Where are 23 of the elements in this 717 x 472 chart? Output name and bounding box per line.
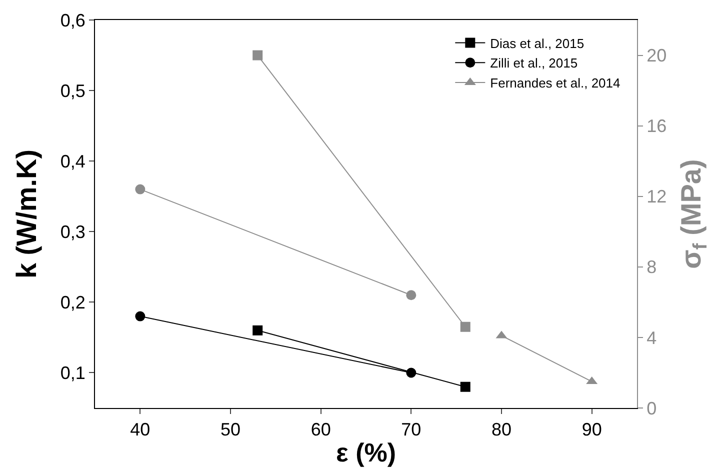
x-axis-title: ε (%) xyxy=(336,437,396,468)
y2-tick-label: 4 xyxy=(646,328,657,348)
y2-tick-label: 12 xyxy=(646,186,667,207)
y-axis-title: k (W/m.K) xyxy=(11,149,42,279)
y-tick-label: 0,5 xyxy=(60,80,86,101)
y2-tick-label: 0 xyxy=(646,398,657,418)
x-tick-label: 70 xyxy=(401,420,422,440)
y-tick-label: 0,1 xyxy=(60,363,86,384)
y-tick-label: 0,3 xyxy=(60,222,86,242)
x-tick-label: 40 xyxy=(130,420,150,440)
y-tick-label: 0,6 xyxy=(60,10,86,30)
x-tick-label: 50 xyxy=(220,420,241,440)
y2-tick-label: 8 xyxy=(646,257,657,278)
y2-tick-label: 16 xyxy=(646,116,667,136)
x-tick-label: 80 xyxy=(491,420,512,440)
legend-label: Dias et al., 2015 xyxy=(490,36,584,51)
y-tick-label: 0,2 xyxy=(60,292,86,312)
legend-label: Fernandes et al., 2014 xyxy=(490,76,620,91)
legend-label: Zilli et al., 2015 xyxy=(490,56,578,71)
y-tick-label: 0,4 xyxy=(60,151,86,172)
x-tick-label: 90 xyxy=(582,420,602,440)
x-tick-label: 60 xyxy=(310,420,331,440)
y2-tick-label: 20 xyxy=(646,46,667,66)
